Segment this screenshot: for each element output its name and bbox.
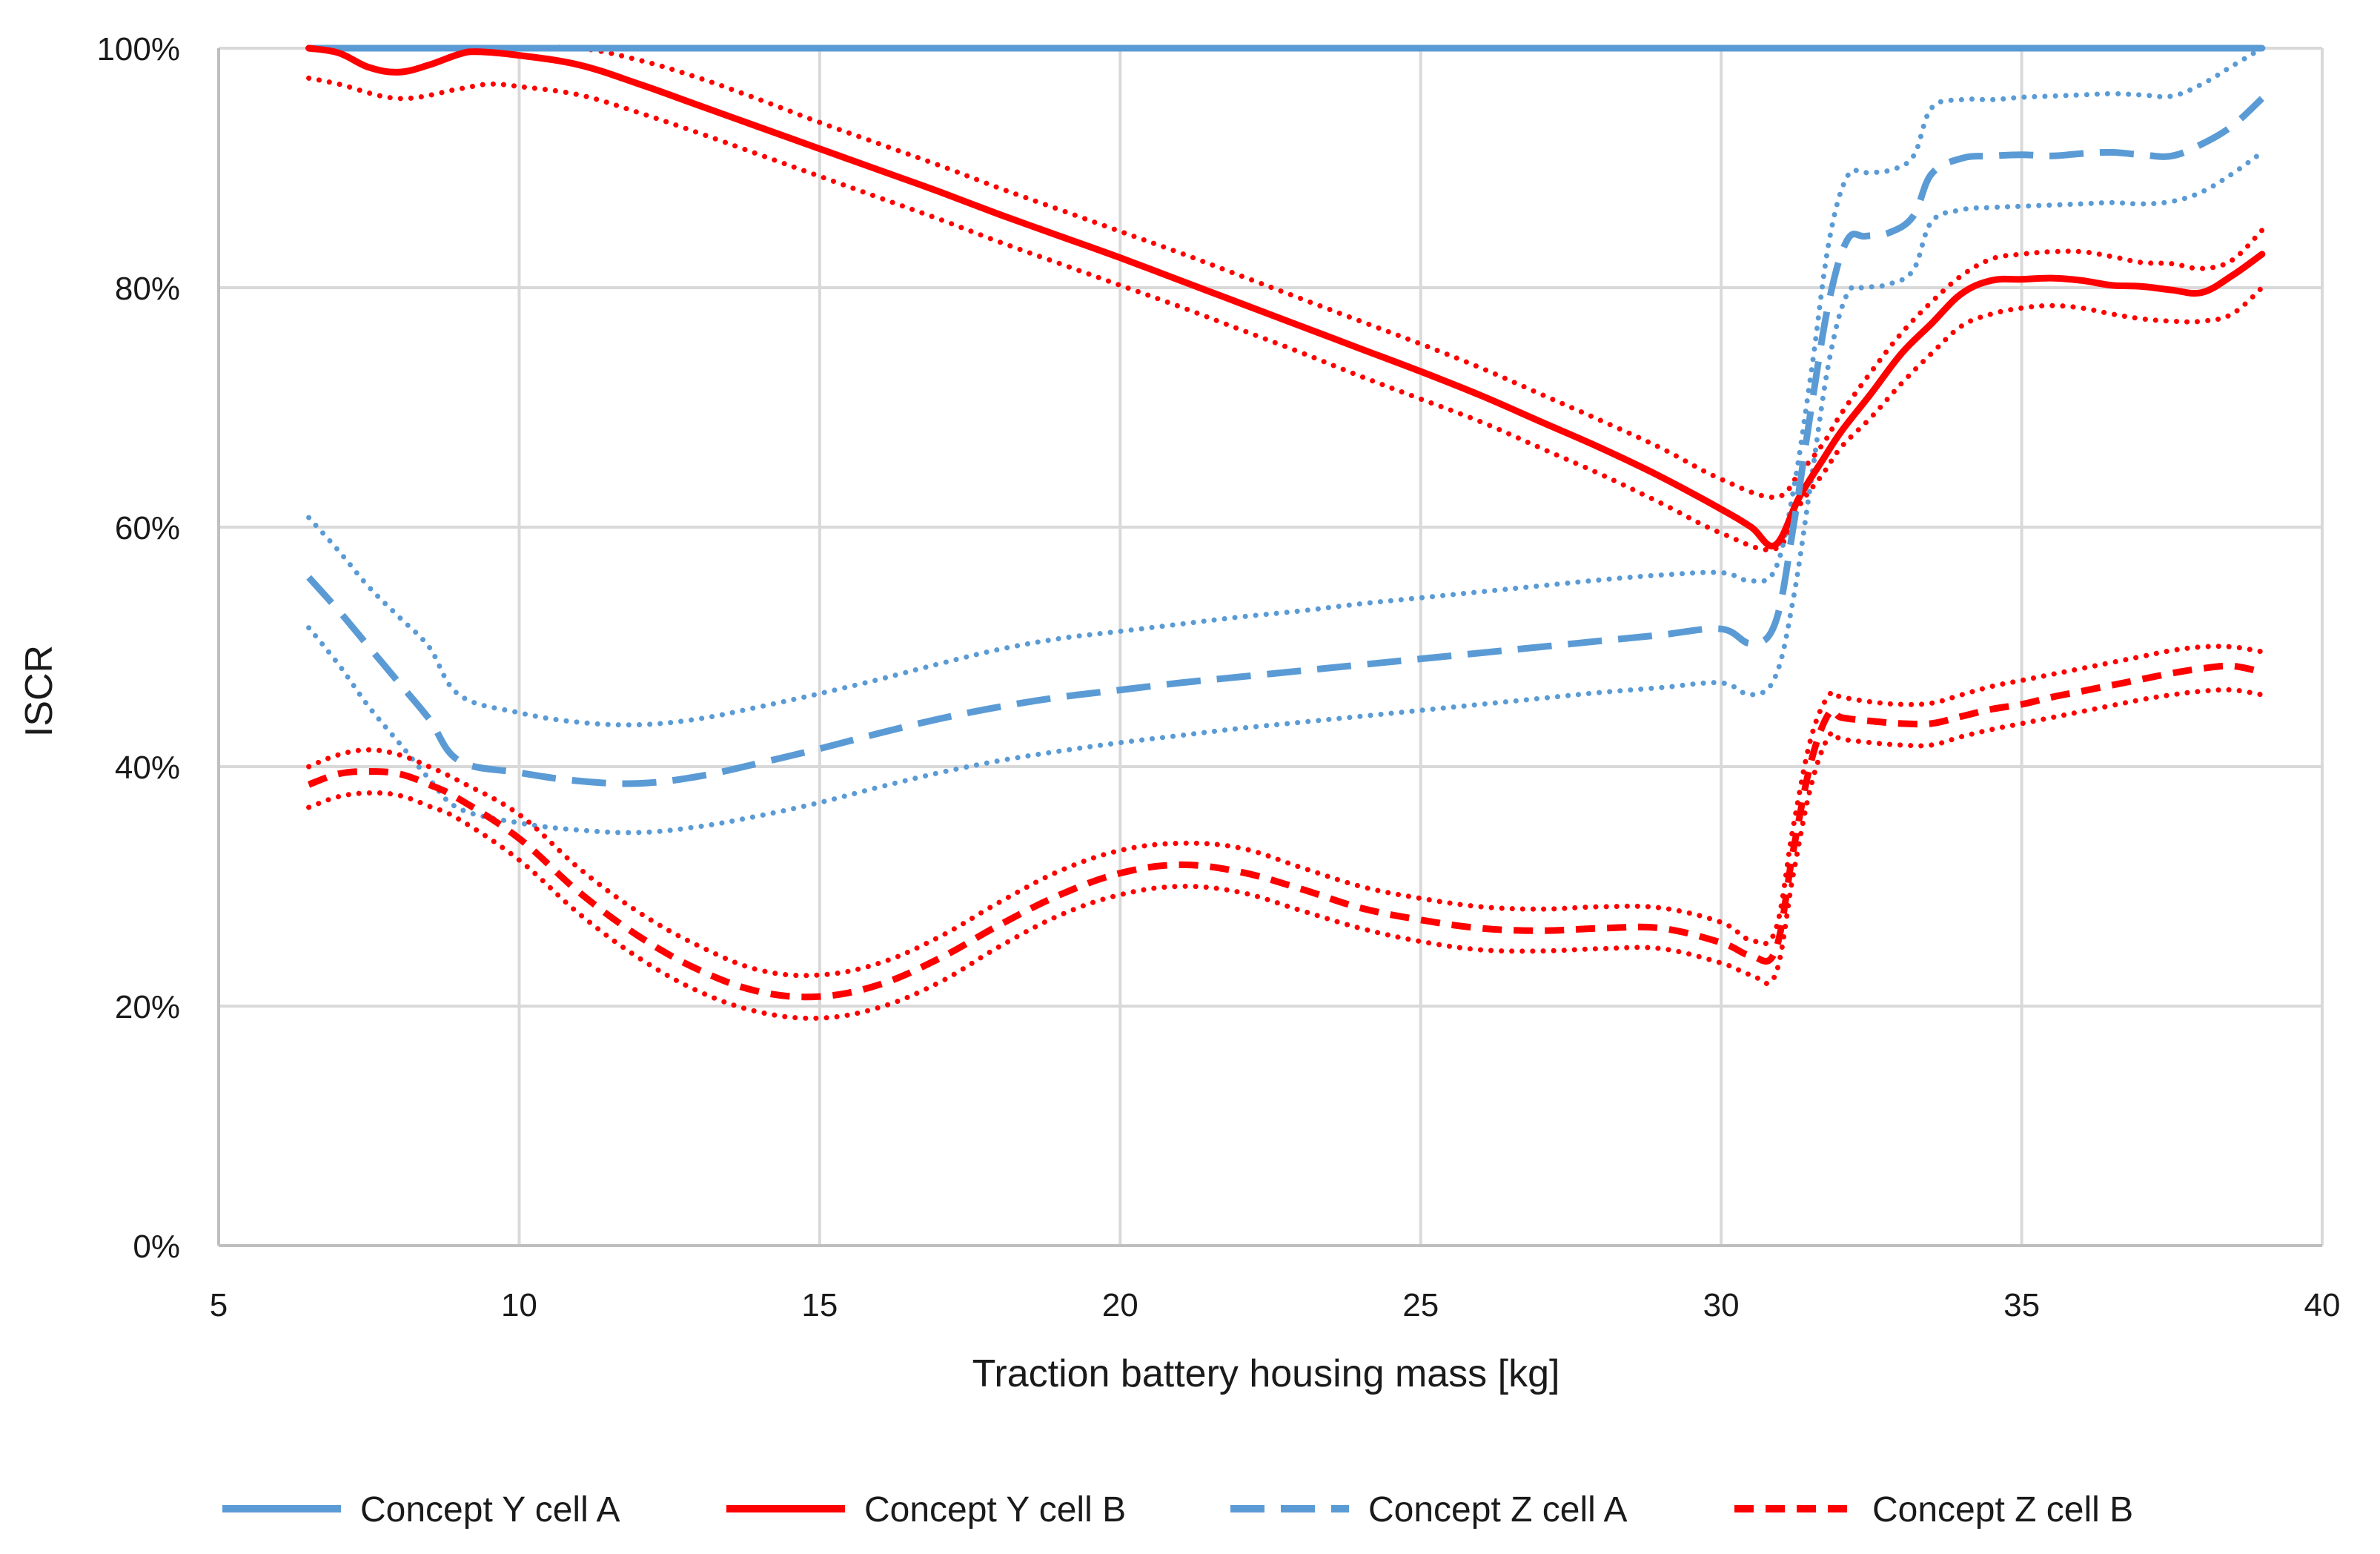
series-line-concept-z-cell-b-lower	[306, 687, 2265, 1021]
y-tick-label: 20%	[115, 989, 180, 1025]
grid-lines	[219, 47, 2324, 1246]
series-line-concept-z-cell-a	[306, 96, 2264, 787]
legend-label-concept-z-cell-a: Concept Z cell A	[1368, 1490, 1628, 1530]
legend-label-concept-y-cell-a: Concept Y cell A	[360, 1490, 620, 1530]
x-tick-label: 10	[501, 1287, 537, 1323]
y-tick-label: 80%	[115, 271, 180, 307]
y-tick-label: 60%	[115, 510, 180, 546]
x-tick-label: 25	[1402, 1287, 1439, 1323]
x-axis-title: Traction battery housing mass [kg]	[972, 1352, 1560, 1395]
y-axis-title: ISCR	[18, 645, 61, 737]
y-tick-label: 0%	[133, 1229, 180, 1265]
tick-labels: 5 10 15 20 25 30 35 40 0% 20% 40% 60% 80% 100%	[96, 31, 2340, 1323]
x-tick-label: 20	[1102, 1287, 1138, 1323]
x-tick-label: 30	[1703, 1287, 1740, 1323]
legend: Concept Y cell A Concept Y cell B Concep…	[222, 1490, 2133, 1530]
axes	[217, 48, 2322, 1247]
series-line-concept-z-cell-b-upper	[306, 644, 2265, 979]
y-tick-label: 40%	[115, 750, 180, 786]
x-tick-label: 15	[801, 1287, 838, 1323]
series-line-concept-y-cell-b-lower	[306, 75, 2265, 553]
series-line-concept-z-cell-b	[308, 662, 2263, 1001]
series-line-concept-z-cell-a-lower	[306, 150, 2265, 836]
series-lines	[305, 44, 2266, 1021]
x-tick-label: 35	[2003, 1287, 2040, 1323]
legend-label-concept-z-cell-b: Concept Z cell B	[1872, 1490, 2133, 1530]
series-line-concept-z-cell-a-upper	[306, 45, 2265, 728]
x-tick-label: 40	[2304, 1287, 2341, 1323]
y-tick-label: 100%	[96, 31, 180, 67]
series-line-concept-y-cell-b	[305, 44, 2266, 550]
legend-label-concept-y-cell-b: Concept Y cell B	[864, 1490, 1126, 1530]
x-tick-label: 5	[210, 1287, 228, 1323]
